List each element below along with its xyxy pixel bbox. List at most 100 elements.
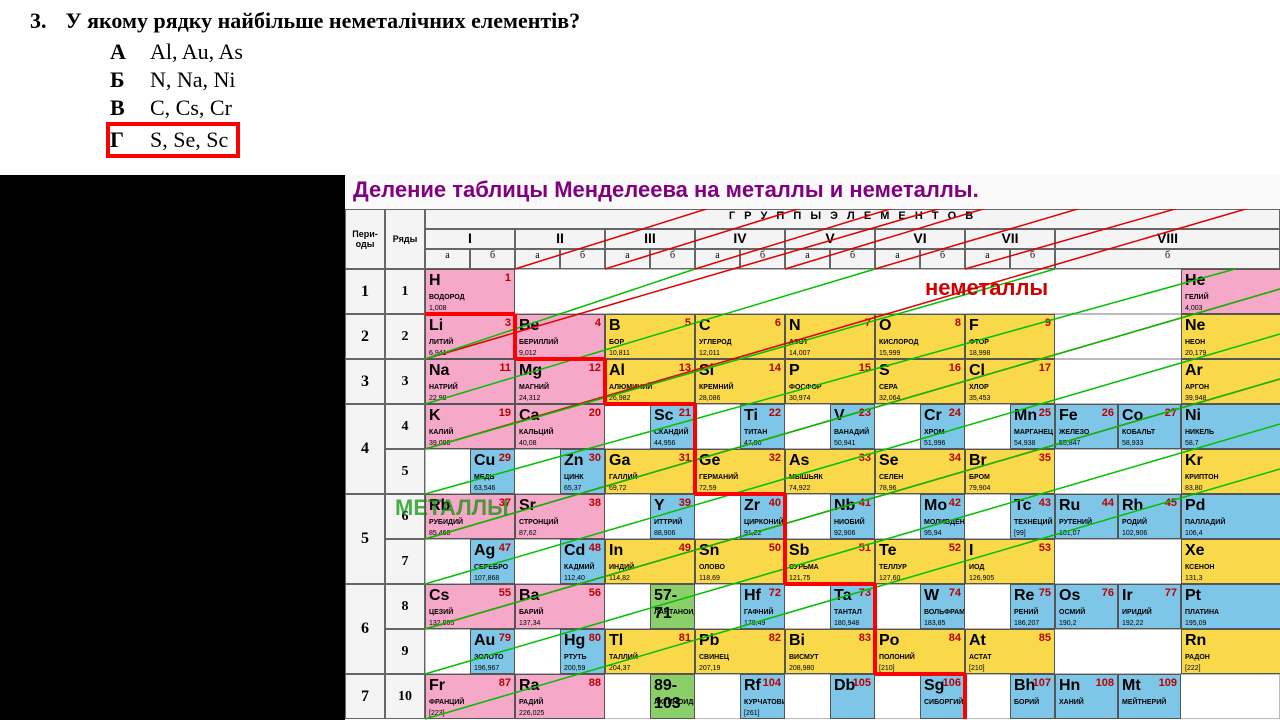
element-number: 14	[769, 362, 781, 374]
element-number: 76	[1102, 587, 1114, 599]
period-label: 4	[345, 404, 385, 494]
element-mass: 54,938	[1014, 440, 1035, 447]
element-cell: Ti22ТИТАН47,90	[740, 404, 785, 449]
element-symbol: Hf	[744, 587, 761, 605]
element-cell: Rf104КУРЧАТОВИЙ[261]	[740, 674, 785, 719]
element-name: ОЛОВО	[699, 564, 725, 571]
element-name: БОРИЙ	[1014, 699, 1039, 706]
element-cell: Ba56БАРИЙ137,34	[515, 584, 605, 629]
element-name: АСТАТ	[969, 654, 992, 661]
element-cell: Xe54КСЕНОН131,3	[1181, 539, 1280, 584]
element-number: 21	[679, 407, 691, 419]
element-mass: 131,3	[1185, 575, 1203, 582]
element-name: ЖЕЛЕЗО	[1059, 429, 1089, 436]
element-mass: 22,99	[429, 395, 447, 402]
periodic-grid: Г Р У П П Ы Э Л Е М Е Н Т О ВПери-одыРяд…	[345, 209, 1280, 720]
element-mass: 18,998	[969, 350, 990, 357]
element-name: ТЕЛЛУР	[879, 564, 907, 571]
element-number: 72	[769, 587, 781, 599]
element-number: 104	[763, 677, 781, 689]
element-symbol: Mo	[924, 497, 947, 515]
element-mass: 10,811	[609, 350, 630, 357]
element-name: АЛЮМИНИЙ	[609, 384, 652, 391]
element-mass: 121,75	[789, 575, 810, 582]
element-number: 38	[589, 497, 601, 509]
element-mass: 14,007	[789, 350, 810, 357]
element-name: НЕОН	[1185, 339, 1205, 346]
element-mass: 88,906	[654, 530, 675, 537]
element-number: 84	[949, 632, 961, 644]
element-symbol: 89-103	[654, 677, 694, 713]
element-symbol: Ne	[1185, 317, 1205, 335]
element-name: СКАНДИЙ	[654, 429, 689, 436]
element-name: ЛАНТАНОИДЫ	[654, 609, 695, 616]
element-mass: 44,956	[654, 440, 675, 447]
element-name: ТЕХНЕЦИЙ	[1014, 519, 1053, 526]
element-cell: Mg12МАГНИЙ24,312	[515, 359, 605, 404]
element-cell: 89-103АКТИНОИДЫ	[650, 674, 695, 719]
element-cell: Te52ТЕЛЛУР127,60	[875, 539, 965, 584]
element-symbol: Mn	[1014, 407, 1037, 425]
element-number: 25	[1039, 407, 1051, 419]
element-mass: 127,60	[879, 575, 900, 582]
period-label: 1	[345, 269, 385, 314]
element-mass: [99]	[1014, 530, 1026, 537]
group-header: VII	[965, 229, 1055, 249]
element-number: 22	[769, 407, 781, 419]
element-mass: 58,933	[1122, 440, 1143, 447]
element-cell: Si14КРЕМНИЙ28,086	[695, 359, 785, 404]
element-name: РАДОН	[1185, 654, 1210, 661]
element-number: 53	[1039, 542, 1051, 554]
subgroup-a: а	[425, 249, 470, 269]
element-number: 87	[499, 677, 511, 689]
element-name: АЗОТ	[789, 339, 808, 346]
element-mass: 106,4	[1185, 530, 1203, 537]
element-number: 17	[1039, 362, 1051, 374]
element-symbol: P	[789, 362, 800, 380]
element-mass: 196,967	[474, 665, 499, 672]
element-mass: 118,69	[699, 575, 720, 582]
element-mass: 186,207	[1014, 620, 1039, 627]
element-cell: H1ВОДОРОД1,008	[425, 269, 515, 314]
answer-text: Al, Au, As	[150, 39, 243, 64]
element-mass: 39,098	[429, 440, 450, 447]
group-header: II	[515, 229, 605, 249]
element-symbol: At	[969, 632, 986, 650]
element-symbol: Tc	[1014, 497, 1031, 515]
element-number: 74	[949, 587, 961, 599]
element-cell: Ge32ГЕРМАНИЙ72,59	[695, 449, 785, 494]
element-number: 34	[949, 452, 961, 464]
element-number: 48	[589, 542, 601, 554]
element-cell: Pd46ПАЛЛАДИЙ106,4	[1181, 494, 1280, 539]
element-mass: 226,025	[519, 710, 544, 717]
element-number: 88	[589, 677, 601, 689]
element-number: 56	[589, 587, 601, 599]
element-cell: Sc21СКАНДИЙ44,956	[650, 404, 695, 449]
answers-list: АAl, Au, AsБN, Na, NiВC, Cs, CrГS, Se, S…	[110, 38, 1250, 158]
element-cell: Ga31ГАЛЛИЙ69,72	[605, 449, 695, 494]
element-number: 7	[865, 317, 871, 329]
element-name: ТАЛЛИЙ	[609, 654, 638, 661]
element-name: ХРОМ	[924, 429, 945, 436]
element-cell: Hg80РТУТЬ200,59	[560, 629, 605, 674]
element-number: 30	[589, 452, 601, 464]
subgroup-b: б	[470, 249, 515, 269]
element-name: ИОД	[969, 564, 984, 571]
element-symbol: Ti	[744, 407, 758, 425]
element-name: ГАФНИЙ	[744, 609, 774, 616]
element-mass: 204,37	[609, 665, 630, 672]
element-name: ФОСФОР	[789, 384, 822, 391]
element-number: 8	[955, 317, 961, 329]
element-cell: Li3ЛИТИЙ6,941	[425, 314, 515, 359]
element-mass: 78,96	[879, 485, 897, 492]
element-symbol: Po	[879, 632, 899, 650]
empty-row	[425, 269, 1280, 314]
element-symbol: Ni	[1185, 407, 1201, 425]
answer-text: N, Na, Ni	[150, 67, 236, 92]
element-name: НАТРИЙ	[429, 384, 458, 391]
subgroup-a: а	[785, 249, 830, 269]
element-symbol: Fr	[429, 677, 445, 695]
element-cell: Na11НАТРИЙ22,99	[425, 359, 515, 404]
period-label: 3	[345, 359, 385, 404]
element-symbol: Rh	[1122, 497, 1143, 515]
